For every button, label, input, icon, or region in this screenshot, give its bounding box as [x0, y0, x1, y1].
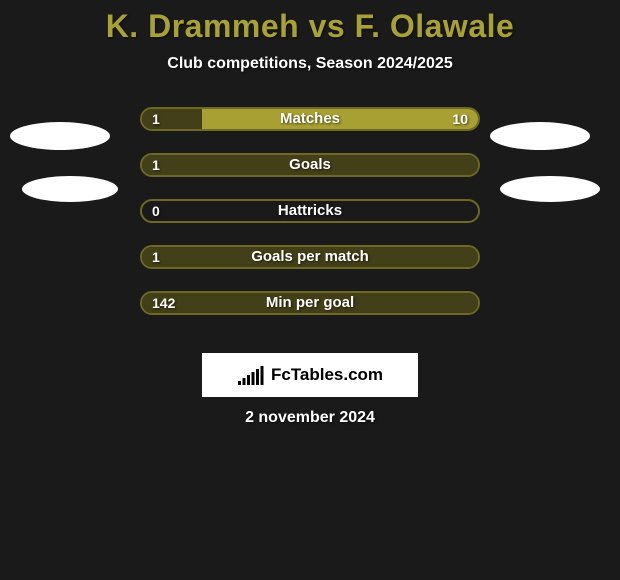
stat-value-left: 0 — [152, 199, 160, 223]
stat-row: Min per goal142 — [0, 291, 620, 315]
stat-row: Hattricks0 — [0, 199, 620, 223]
fctables-logo: FcTables.com — [202, 353, 418, 397]
stat-row: Goals per match1 — [0, 245, 620, 269]
stat-label: Goals — [140, 153, 480, 177]
decorative-ellipse — [22, 176, 118, 202]
stat-label: Hattricks — [140, 199, 480, 223]
decorative-ellipse — [490, 122, 590, 150]
logo-bars-icon — [237, 364, 265, 386]
stat-label: Goals per match — [140, 245, 480, 269]
page-title: K. Drammeh vs F. Olawale — [0, 0, 620, 45]
stat-value-left: 142 — [152, 291, 175, 315]
stat-value-left: 1 — [152, 153, 160, 177]
stat-value-right: 10 — [452, 107, 468, 131]
decorative-ellipse — [10, 122, 110, 150]
stat-value-left: 1 — [152, 245, 160, 269]
stat-label: Min per goal — [140, 291, 480, 315]
subtitle: Club competitions, Season 2024/2025 — [0, 55, 620, 73]
date-text: 2 november 2024 — [0, 409, 620, 427]
stat-value-left: 1 — [152, 107, 160, 131]
stat-label: Matches — [140, 107, 480, 131]
stat-row: Goals1 — [0, 153, 620, 177]
logo-text: FcTables.com — [271, 365, 383, 385]
decorative-ellipse — [500, 176, 600, 202]
